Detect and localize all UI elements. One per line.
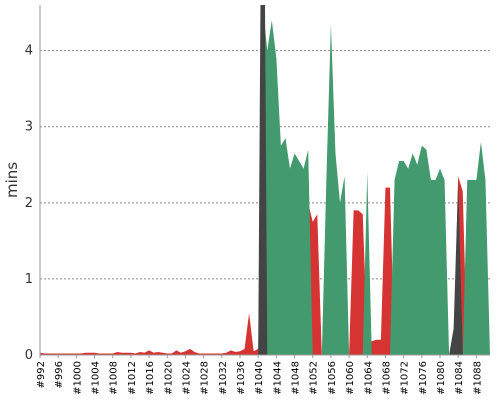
axes bbox=[39, 5, 490, 356]
x-tick-label: #1028 bbox=[200, 361, 211, 395]
x-tick-label: #1032 bbox=[218, 361, 229, 395]
x-tick-label: #1016 bbox=[145, 361, 156, 395]
y-tick-label: 0 bbox=[25, 348, 33, 363]
x-tick-label: #1088 bbox=[472, 361, 483, 395]
x-tick-label: #996 bbox=[54, 361, 65, 388]
y-tick-label: 2 bbox=[25, 196, 33, 211]
x-tick-label: #1080 bbox=[436, 361, 447, 395]
y-tick-label: 4 bbox=[25, 44, 33, 59]
x-tick-label: #1048 bbox=[291, 361, 302, 395]
x-tick-label: #1060 bbox=[345, 361, 356, 395]
series-areas bbox=[40, 5, 490, 355]
x-tick-label: #1012 bbox=[127, 361, 138, 395]
x-tick-label: #1040 bbox=[254, 361, 265, 395]
x-tick-label: #1004 bbox=[91, 361, 102, 395]
y-axis-label: mins bbox=[3, 162, 21, 198]
y-tick-labels: 0 1 2 3 4 bbox=[25, 44, 33, 363]
x-tick-label: #1056 bbox=[327, 361, 338, 395]
x-tick-labels: #992 #996 #1000 #1004 #1008 #1012 #1016 #1020 #1… bbox=[36, 355, 483, 395]
x-tick-label: #1008 bbox=[109, 361, 120, 395]
x-tick-label: #1052 bbox=[309, 361, 320, 395]
x-tick-label: #1044 bbox=[272, 361, 283, 395]
x-tick-label: #1000 bbox=[72, 361, 83, 395]
x-tick-label: #1024 bbox=[181, 361, 192, 395]
x-tick-label: #1076 bbox=[418, 361, 429, 395]
x-tick-label: #1036 bbox=[236, 361, 247, 395]
y-tick-label: 3 bbox=[25, 120, 33, 135]
y-tick-label: 1 bbox=[25, 272, 33, 287]
x-tick-label: #1020 bbox=[163, 361, 174, 395]
x-tick-label: #1064 bbox=[363, 361, 374, 395]
x-tick-label: #1072 bbox=[400, 361, 411, 395]
x-tick-label: #1068 bbox=[381, 361, 392, 395]
x-tick-label: #1084 bbox=[454, 361, 465, 395]
x-tick-label: #992 bbox=[36, 361, 47, 388]
